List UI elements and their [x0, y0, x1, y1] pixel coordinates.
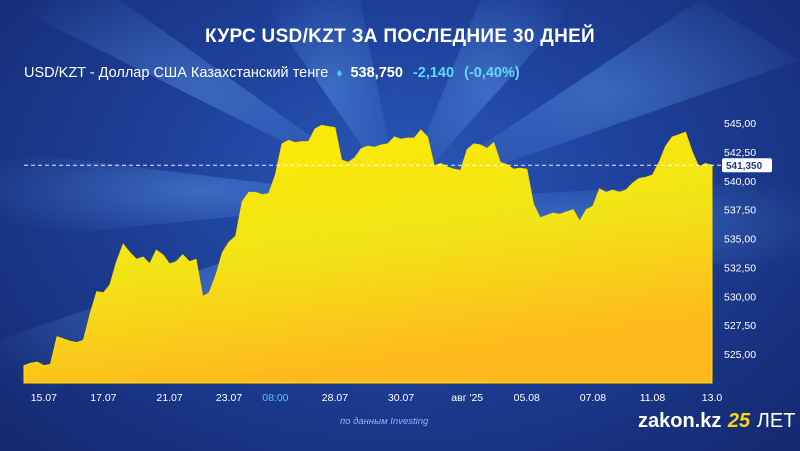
- y-axis: 525,00 527,50 530,00 532,50 535,00 537,50 540,…: [724, 118, 756, 361]
- source-note: по данным Investing: [340, 416, 429, 427]
- x-tick-label: 05.08: [514, 392, 540, 404]
- logo-prefix: zakon.kz: [638, 410, 722, 432]
- x-tick-label: авг '25: [451, 392, 483, 404]
- y-tick-label: 540,00: [724, 176, 756, 188]
- diamond-icon: ♦: [336, 66, 343, 80]
- x-tick-label: 15.07: [31, 392, 57, 404]
- last-value-label: 541,350: [726, 161, 763, 172]
- quote-change-pct: (-0,40%): [464, 65, 520, 81]
- y-tick-label: 542,50: [724, 147, 756, 159]
- x-tick-label: 30.07: [388, 392, 414, 404]
- x-tick-label: 21.07: [156, 392, 182, 404]
- x-tick-label: 13.0: [702, 392, 723, 404]
- price-area: [23, 124, 713, 384]
- last-value-box: [722, 158, 772, 173]
- quote-line: USD/KZT - Доллар США Казахстанский тенге…: [24, 65, 520, 81]
- x-tick-label: 23.07: [216, 392, 242, 404]
- y-tick-label: 545,00: [724, 118, 756, 130]
- x-axis: 15.07 17.07 21.07 23.07 08:00 28.07 30.07 авг '…: [31, 392, 723, 404]
- x-tick-label: 08:00: [262, 392, 288, 404]
- x-tick-label: 07.08: [580, 392, 606, 404]
- zakon-logo: zakon.kz 25 ЛЕТ: [638, 410, 795, 433]
- x-tick-label: 28.07: [322, 392, 348, 404]
- y-tick-label: 530,00: [724, 291, 756, 303]
- y-tick-label: 525,00: [724, 349, 756, 361]
- x-tick-label: 11.08: [640, 392, 666, 404]
- quote-change: -2,140: [412, 65, 455, 81]
- logo-number: 25: [727, 410, 751, 432]
- chart-title: КУРС USD/KZT ЗА ПОСЛЕДНИЕ 30 ДНЕЙ: [204, 26, 596, 47]
- logo-suffix: ЛЕТ: [756, 410, 796, 432]
- last-value-badge: 541,350: [722, 158, 772, 173]
- y-tick-label: 535,00: [724, 234, 756, 246]
- quote-price: 538,750: [350, 65, 403, 81]
- x-tick-label: 17.07: [90, 392, 116, 404]
- y-tick-label: 532,50: [724, 262, 756, 274]
- y-tick-label: 527,50: [724, 320, 756, 332]
- y-tick-label: 537,50: [724, 205, 756, 217]
- pair-label: USD/KZT - Доллар США Казахстанский тенге: [24, 65, 329, 81]
